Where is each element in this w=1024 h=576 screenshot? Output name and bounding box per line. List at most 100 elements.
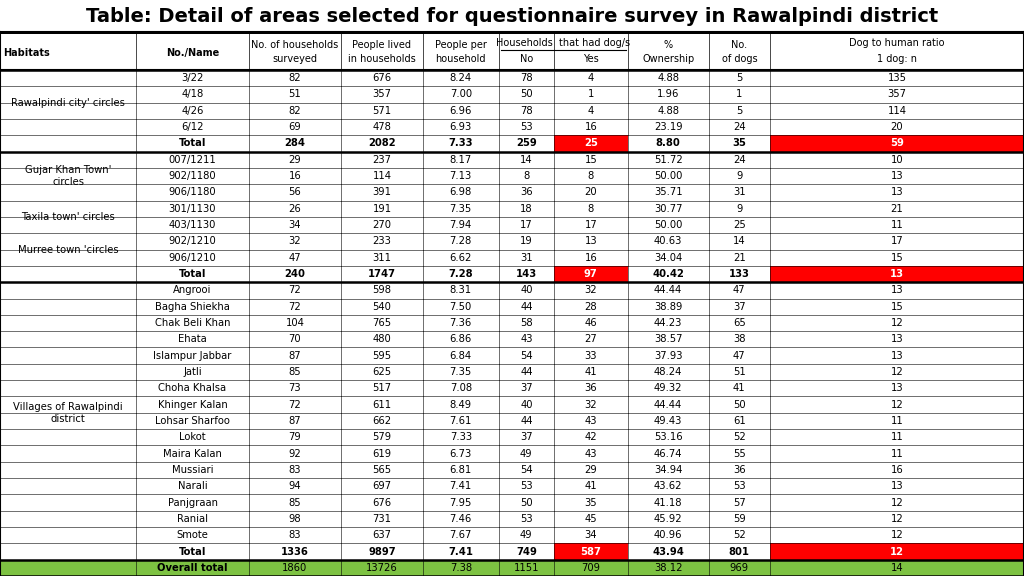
Text: 87: 87 [289,351,301,361]
Text: 8.80: 8.80 [655,138,681,149]
Text: 25: 25 [584,138,598,149]
Text: 70: 70 [289,334,301,344]
Text: 50: 50 [733,400,745,410]
Text: Overall total: Overall total [158,563,227,573]
Text: 37.93: 37.93 [654,351,682,361]
Text: 97: 97 [584,269,598,279]
Text: 12: 12 [891,530,903,540]
Text: 114: 114 [373,171,391,181]
Text: No. of households: No. of households [251,40,339,50]
Text: 15: 15 [585,155,597,165]
Text: 135: 135 [888,73,906,83]
Text: 16: 16 [585,253,597,263]
Text: %: % [664,40,673,50]
Text: 43.94: 43.94 [652,547,684,556]
Text: 83: 83 [289,530,301,540]
Text: 20: 20 [585,187,597,198]
Text: Khinger Kalan: Khinger Kalan [158,400,227,410]
Bar [0,560,1024,576]
Text: Lokot: Lokot [179,432,206,442]
Text: 7.35: 7.35 [450,367,472,377]
Text: of dogs: of dogs [722,54,757,65]
Text: 906/1180: 906/1180 [169,187,216,198]
Text: 31: 31 [733,187,745,198]
Text: 17: 17 [891,236,903,247]
Text: 13: 13 [890,269,904,279]
Text: Lohsar Sharfoo: Lohsar Sharfoo [155,416,230,426]
Text: 78: 78 [520,106,532,116]
Text: 32: 32 [585,285,597,295]
Text: 8.31: 8.31 [450,285,472,295]
Text: 94: 94 [289,481,301,491]
Text: No: No [520,54,532,65]
Text: Angrooi: Angrooi [173,285,212,295]
Text: 13: 13 [891,187,903,198]
Text: 42: 42 [585,432,597,442]
Text: Table: Detail of areas selected for questionnaire survey in Rawalpindi district: Table: Detail of areas selected for ques… [86,6,938,25]
Text: 43: 43 [520,334,532,344]
Text: 969: 969 [730,563,749,573]
Text: 14: 14 [520,155,532,165]
Text: Villages of Rawalpindi
district: Villages of Rawalpindi district [13,402,123,423]
Text: 83: 83 [289,465,301,475]
Text: 49.32: 49.32 [654,383,682,393]
Text: 357: 357 [373,89,391,100]
Text: 709: 709 [582,563,600,573]
Text: 49.43: 49.43 [654,416,682,426]
Text: 7.94: 7.94 [450,220,472,230]
Text: 92: 92 [289,449,301,458]
Text: 13: 13 [891,171,903,181]
Text: 16: 16 [585,122,597,132]
Text: 53: 53 [520,481,532,491]
Bar [0,32,1024,70]
Text: 357: 357 [888,89,906,100]
Text: Panjgraan: Panjgraan [168,498,217,507]
Text: 13: 13 [585,236,597,247]
Bar [554,266,628,282]
Text: 45.92: 45.92 [654,514,682,524]
Text: 6.84: 6.84 [450,351,472,361]
Text: 7.28: 7.28 [449,269,473,279]
Text: 6.98: 6.98 [450,187,472,198]
Text: 44: 44 [520,416,532,426]
Text: 13726: 13726 [366,563,398,573]
Text: 237: 237 [373,155,391,165]
Text: 7.28: 7.28 [450,236,472,247]
Text: 59: 59 [890,138,904,149]
Text: 2082: 2082 [369,138,395,149]
Text: 41.18: 41.18 [654,498,682,507]
Text: 50.00: 50.00 [654,171,682,181]
Text: 46.74: 46.74 [654,449,682,458]
Text: Ranial: Ranial [177,514,208,524]
Text: 611: 611 [373,400,391,410]
Text: 43.62: 43.62 [654,481,682,491]
Text: 12: 12 [891,318,903,328]
Text: 565: 565 [373,465,391,475]
Text: 85: 85 [289,367,301,377]
Text: 7.41: 7.41 [449,547,473,556]
Text: 50.00: 50.00 [654,220,682,230]
Text: 72: 72 [289,302,301,312]
Text: 13: 13 [891,383,903,393]
Text: 38.12: 38.12 [654,563,682,573]
Text: 47: 47 [733,351,745,361]
Text: 53: 53 [520,514,532,524]
Text: 52: 52 [733,432,745,442]
Text: 7.36: 7.36 [450,318,472,328]
Text: 29: 29 [289,155,301,165]
Text: 40.63: 40.63 [654,236,682,247]
Text: Smote: Smote [176,530,209,540]
Text: 36: 36 [585,383,597,393]
Text: 40: 40 [520,285,532,295]
Text: 24: 24 [733,155,745,165]
Bar [770,135,1024,151]
Bar [554,543,628,560]
Text: 7.33: 7.33 [449,138,473,149]
Text: 41: 41 [585,481,597,491]
Text: 31: 31 [520,253,532,263]
Text: 54: 54 [520,465,532,475]
Text: 23.19: 23.19 [654,122,682,132]
Text: 13: 13 [891,334,903,344]
Text: 34: 34 [289,220,301,230]
Text: 40.42: 40.42 [652,269,684,279]
